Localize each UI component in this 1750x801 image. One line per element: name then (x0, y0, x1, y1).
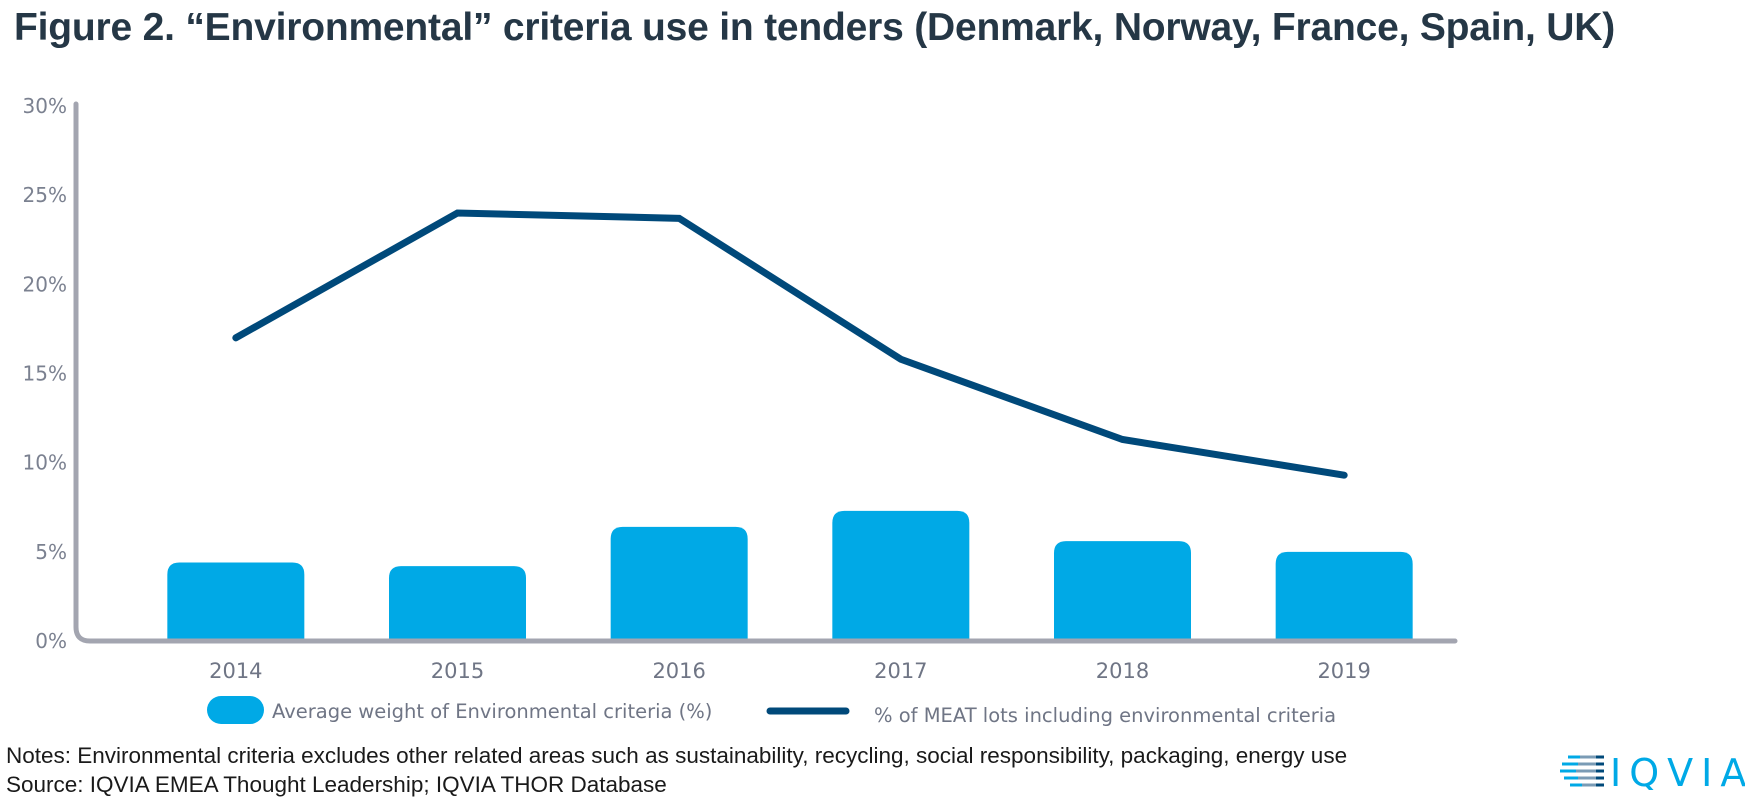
y-tick-label: 20% (23, 272, 67, 296)
footnotes: Notes: Environmental criteria excludes o… (6, 741, 1347, 799)
y-tick-label: 25% (23, 183, 67, 207)
bar-2015 (389, 566, 526, 641)
legend: Average weight of Environmental criteria… (207, 696, 1336, 727)
y-tick-label: 15% (23, 362, 67, 386)
source-text: Source: IQVIA EMEA Thought Leadership; I… (6, 772, 667, 797)
x-tick-label: 2016 (652, 659, 705, 683)
y-tick-label: 30% (23, 94, 67, 118)
legend-bar-label: Average weight of Environmental criteria… (272, 700, 712, 723)
x-tick-label: 2018 (1096, 659, 1149, 683)
y-tick-label: 5% (35, 540, 67, 564)
bar-2018 (1054, 541, 1191, 641)
x-tick-label: 2017 (874, 659, 927, 683)
bar-2019 (1275, 551, 1413, 641)
x-axis-ticks: 2014 2015 2016 2017 2018 2019 (209, 659, 1371, 683)
axis-lines (73, 101, 1458, 644)
line-series (232, 209, 1348, 479)
bar-2017 (832, 510, 970, 641)
x-tick-label: 2015 (431, 659, 484, 683)
y-axis-ticks: 0% 5% 10% 15% 20% 25% 30% (23, 94, 67, 653)
iqvia-logo: IQVIA (1560, 751, 1745, 790)
notes-text: Notes: Environmental criteria excludes o… (6, 743, 1348, 768)
legend-bar-swatch (207, 696, 264, 724)
y-tick-label: 0% (35, 629, 67, 653)
logo-stripes-icon (1560, 755, 1604, 787)
bar-2014 (167, 562, 305, 641)
chart: 0% 5% 10% 15% 20% 25% 30% 2014 2015 2016 2017 2018… (23, 94, 1458, 727)
x-tick-label: 2014 (209, 659, 262, 683)
legend-line-label: % of MEAT lots including environmental c… (874, 704, 1336, 727)
logo-text: IQVIA (1610, 751, 1745, 790)
x-tick-label: 2019 (1317, 659, 1370, 683)
bar-series (167, 510, 1413, 641)
y-tick-label: 10% (23, 451, 67, 475)
bar-2016 (610, 526, 748, 641)
chart-title: Figure 2. “Environmental” criteria use i… (14, 6, 1616, 49)
